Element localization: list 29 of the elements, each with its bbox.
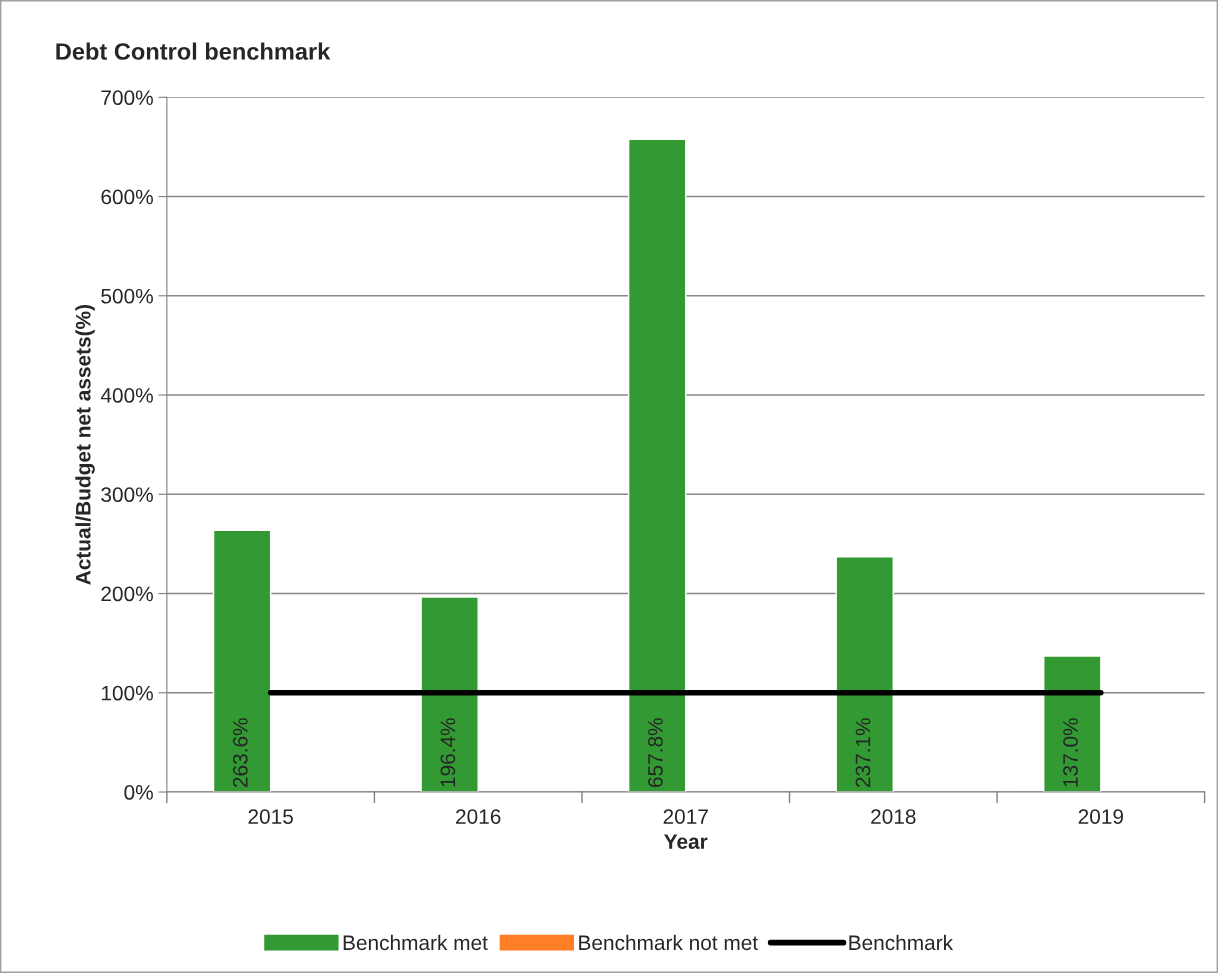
data-label: 196.4%: [440, 718, 456, 787]
bar: [1043, 655, 1102, 793]
bar: [212, 529, 272, 793]
x-tick-label: 2017: [663, 809, 708, 824]
data-label: 657.8%: [648, 718, 663, 787]
x-tick-label: 2015: [248, 809, 293, 824]
y-tick-label: 400%: [100, 388, 153, 403]
bar: [835, 556, 894, 793]
bar: [420, 596, 479, 793]
data-label: 263.6%: [232, 718, 248, 787]
bar: [627, 138, 687, 793]
data-label: 237.1%: [855, 718, 871, 787]
y-tick-label: 0%: [124, 785, 153, 800]
x-axis-title: Year: [664, 834, 708, 849]
legend-label: Benchmark met: [343, 934, 488, 951]
y-tick-label: 600%: [101, 189, 153, 205]
x-tick-label: 2019: [1078, 809, 1124, 824]
y-axis-title: Actual/Budget net assets(%): [75, 305, 95, 585]
legend-label: Benchmark: [849, 934, 954, 951]
y-tick-label: 300%: [101, 487, 153, 503]
y-tick-label: 200%: [101, 586, 153, 602]
legend-label: Benchmark not met: [579, 934, 758, 951]
y-tick-label: 100%: [101, 685, 153, 701]
x-tick-label: 2016: [456, 809, 501, 824]
y-tick-label: 700%: [101, 90, 153, 106]
chart-title: Debt Control benchmark: [56, 42, 331, 60]
x-tick-label: 2018: [871, 809, 916, 824]
data-label: 137.0%: [1063, 718, 1078, 787]
y-tick-label: 500%: [101, 288, 153, 304]
